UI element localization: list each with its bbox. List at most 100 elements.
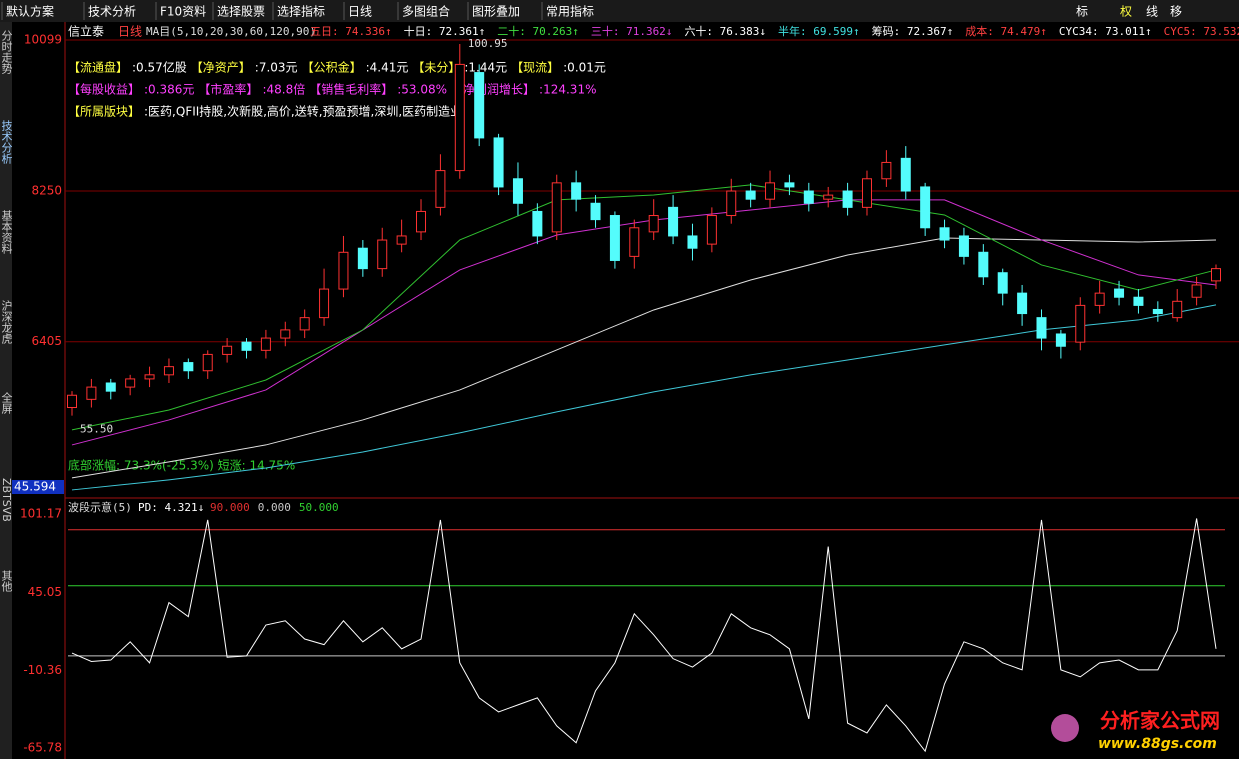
info-text: :53.08% — [397, 83, 447, 97]
info-text: 【销售毛利率】 — [309, 82, 393, 97]
y-tick-label: 101.17 — [20, 507, 62, 521]
candle-body — [551, 182, 562, 233]
candle-body — [105, 382, 116, 392]
candle-body — [416, 210, 427, 233]
candle-body — [1191, 284, 1202, 298]
candle-body — [1017, 292, 1028, 315]
toolbar-button[interactable]: 日线 — [348, 5, 372, 19]
watermark-logo — [1051, 714, 1079, 742]
toolbar-button[interactable]: 选择股票 — [217, 5, 265, 19]
toolbar-button[interactable]: 默认方案 — [6, 4, 54, 19]
candle-body — [900, 157, 911, 192]
side-tab[interactable]: 分时走势 — [0, 30, 13, 74]
toolbar-button[interactable]: 图形叠加 — [472, 5, 520, 19]
toolbar-button[interactable]: 技术分析 — [88, 5, 136, 19]
candle-body — [920, 186, 931, 229]
y-tick-label: 6405 — [31, 334, 62, 348]
side-tab[interactable]: 其他 — [0, 570, 13, 592]
candle-body — [512, 178, 523, 204]
candle-body — [125, 378, 136, 388]
annotation: 100.95 — [468, 37, 508, 50]
candle-body — [997, 272, 1008, 294]
candle-body — [706, 215, 717, 245]
info-text: :124.31% — [539, 83, 596, 97]
candle-body — [435, 170, 446, 208]
toolbar-button[interactable]: 线 — [1146, 5, 1158, 19]
side-tab[interactable]: 全屏 — [0, 391, 13, 415]
header-item: 成本: 74.479↑ — [965, 24, 1047, 38]
toolbar-button[interactable]: 多图组合 — [402, 4, 450, 19]
y-tick-label: 10099 — [24, 32, 62, 46]
candle-body — [319, 288, 330, 319]
y-tick-label: -65.78 — [23, 741, 62, 755]
side-tab[interactable]: 沪深龙虎 — [0, 299, 13, 344]
watermark-url: www.88gs.com — [1098, 736, 1217, 752]
y-tick-label: 45.05 — [28, 585, 62, 599]
info-text: 【未分】 — [412, 61, 460, 75]
candle-body — [842, 190, 853, 208]
candle-body — [1152, 308, 1163, 315]
toolbar — [0, 0, 1239, 22]
candle-body — [1094, 292, 1105, 306]
candle-body — [241, 341, 252, 351]
candle-body — [474, 72, 485, 139]
candle-body — [493, 137, 504, 188]
toolbar-button[interactable]: F10资料 — [160, 5, 206, 19]
candle-body — [687, 235, 698, 249]
info-text: :1.44元 — [464, 61, 507, 75]
toolbar-button[interactable]: 权 — [1120, 5, 1132, 19]
candle-body — [222, 345, 233, 355]
side-tab[interactable]: 基本资料 — [0, 210, 13, 255]
candle-body — [939, 227, 950, 241]
candle-body — [377, 239, 388, 270]
candle-body — [299, 317, 310, 331]
candle-body — [454, 63, 465, 172]
info-text: :0.57亿股 — [132, 60, 187, 75]
info-text: 【每股收益】 — [68, 82, 140, 97]
candle-body — [861, 178, 872, 208]
candle-body — [396, 235, 407, 245]
candle-body — [183, 362, 194, 372]
info-text: 【公积金】 — [302, 60, 362, 75]
candle-body — [881, 161, 892, 180]
info-text: 【净资产】 — [191, 61, 251, 75]
side-tab[interactable]: ZBTSVB — [0, 478, 13, 522]
cursor-box — [12, 480, 64, 494]
candle-body — [163, 366, 174, 376]
toolbar-button[interactable]: 选择指标 — [277, 4, 325, 19]
period: 日线 — [118, 25, 142, 39]
ma-label: MA目(5,10,20,30,60,120,90) — [146, 25, 316, 38]
pd-label: PD: 4.321↓ — [138, 501, 204, 514]
toolbar-button[interactable]: 常用指标 — [546, 4, 594, 19]
candle-body — [67, 394, 77, 409]
candle-body — [260, 337, 271, 351]
candle-body — [1036, 317, 1047, 339]
side-tab[interactable]: 技术分析 — [0, 120, 13, 165]
candle-body — [648, 215, 659, 233]
wave-line — [71, 518, 1217, 753]
header-item: 六十: 76.383↓ — [684, 24, 766, 38]
watermark-title: 分析家公式网 — [1100, 709, 1220, 733]
toolbar-button[interactable]: 标 — [1076, 5, 1088, 19]
toolbar-button[interactable]: 移 — [1170, 5, 1182, 19]
header-item: CYC34: 73.011↑ — [1059, 25, 1152, 38]
candle-body — [571, 182, 582, 200]
legend-item: 90.000 — [210, 501, 250, 514]
ma-line — [71, 184, 1217, 431]
y-tick-label: 8250 — [31, 184, 62, 198]
candle-body — [1211, 268, 1221, 282]
candle-body — [745, 190, 756, 200]
cursor-label: 45.594 — [14, 480, 56, 494]
header-item: CYC5: 73.532↑ — [1164, 25, 1239, 38]
legend-item: 0.000 — [258, 501, 291, 514]
candle-body — [1172, 300, 1183, 319]
candle-body — [803, 190, 814, 204]
candle-body — [280, 329, 291, 339]
candle-body — [726, 190, 737, 217]
candle-body — [144, 374, 155, 380]
candle-body — [609, 215, 620, 261]
candle-body — [1114, 288, 1125, 298]
y-tick-label: -10.36 — [23, 663, 62, 677]
